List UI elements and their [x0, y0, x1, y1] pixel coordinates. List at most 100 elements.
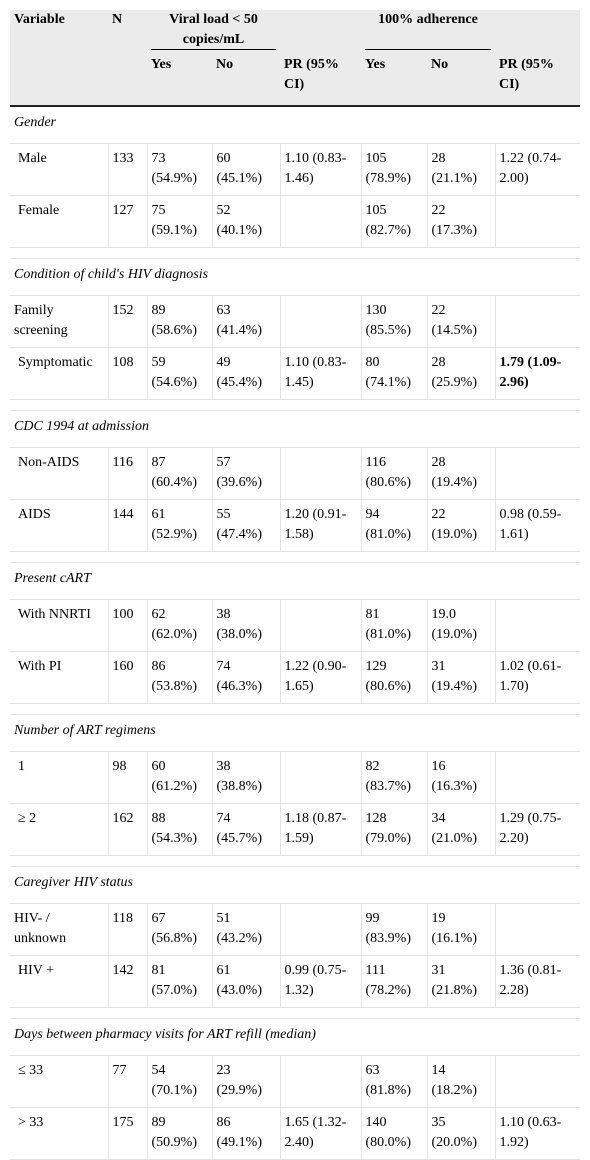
ad-yes-cell: 111 (78.2%) — [361, 955, 428, 1008]
section-header: Caregiver HIV status — [10, 866, 580, 904]
table-row: ≥ 2 162 88 (54.3%) 74 (45.7%) 1.18 (0.87-1.5… — [10, 803, 580, 856]
ad-no-cell: 22 (19.0%) — [427, 499, 496, 552]
vl-pr-cell: 1.10 (0.83-1.46) — [280, 143, 362, 196]
ad-yes-cell: 129 (80.6%) — [361, 651, 428, 704]
row-n: 98 — [108, 751, 148, 804]
vl-no-cell: 49 (45.4%) — [212, 347, 281, 400]
vl-yes-cell: 89 (58.6%) — [147, 295, 213, 348]
section-header: Number of ART regimens — [10, 714, 580, 752]
table-row: HIV +142 81 (57.0%) 61 (43.0%) 0.99 (0.75-1… — [10, 955, 580, 1008]
section-spacer — [10, 703, 580, 715]
section-spacer — [10, 855, 580, 867]
vl-pr-cell — [280, 903, 362, 956]
table-row: With PI 160 86 (53.8%) 74 (46.3%) 1.22 (0.90… — [10, 651, 580, 704]
vl-pr-cell: 1.18 (0.87-1.59) — [280, 803, 362, 856]
section-header: CDC 1994 at admission — [10, 410, 580, 448]
vl-no-cell: 63 (41.4%) — [212, 295, 281, 348]
vl-pr-cell — [280, 447, 362, 500]
table-row: HIV- / unknown 118 67 (56.8%) 51 (43.2%) 99 … — [10, 903, 580, 956]
vl-pr-cell: 0.99 (0.75-1.32) — [280, 955, 362, 1008]
vl-pr-cell — [280, 1055, 362, 1108]
row-n: 142 — [108, 955, 148, 1008]
vl-yes-cell: 60 (61.2%) — [147, 751, 213, 804]
ad-no-cell: 22 (17.3%) — [427, 195, 496, 248]
ad-pr-cell — [495, 1055, 580, 1108]
row-label: Family screening — [10, 295, 109, 348]
row-label: AIDS — [10, 499, 109, 552]
table-row: Male 133 73 (54.9%) 60 (45.1%) 1.10 (0.83-1.… — [10, 143, 580, 196]
row-label: Non-AIDS — [10, 447, 109, 500]
row-n: 175 — [108, 1107, 148, 1160]
table-body: Gender Male 133 73 (54.9%) 60 (45.1%) 1.10 (0… — [10, 106, 580, 1160]
vl-no-cell: 74 (46.3%) — [212, 651, 281, 704]
header-ad-yes: Yes — [361, 50, 427, 107]
ad-pr-cell — [495, 447, 580, 500]
ad-no-cell: 16 (16.3%) — [427, 751, 496, 804]
section-title: CDC 1994 at admission — [10, 410, 580, 448]
vl-yes-cell: 86 (53.8%) — [147, 651, 213, 704]
vl-no-cell: 74 (45.7%) — [212, 803, 281, 856]
ad-no-cell: 28 (19.4%) — [427, 447, 496, 500]
ad-yes-cell: 116 (80.6%) — [361, 447, 428, 500]
vl-no-cell: 38 (38.8%) — [212, 751, 281, 804]
vl-no-cell: 86 (49.1%) — [212, 1107, 281, 1160]
section-title: Gender — [10, 106, 580, 144]
table-row: > 33 175 89 (50.9%) 86 (49.1%) 1.65 (1.32-2.… — [10, 1107, 580, 1160]
ad-pr-cell: 1.29 (0.75-2.20) — [495, 803, 580, 856]
ad-no-cell: 31 (21.8%) — [427, 955, 496, 1008]
section-header: Present cART — [10, 562, 580, 600]
vl-pr-cell — [280, 751, 362, 804]
ad-yes-cell: 130 (85.5%) — [361, 295, 428, 348]
vl-yes-cell: 89 (50.9%) — [147, 1107, 213, 1160]
vl-yes-cell: 59 (54.6%) — [147, 347, 213, 400]
row-n: 133 — [108, 143, 148, 196]
header-vl-yes: Yes — [147, 50, 212, 107]
row-label: HIV + — [10, 955, 109, 1008]
row-label: Symptomatic — [10, 347, 109, 400]
ad-no-cell: 34 (21.0%) — [427, 803, 496, 856]
ad-pr-cell: 1.10 (0.63-1.92) — [495, 1107, 580, 1160]
vl-pr-cell: 1.22 (0.90-1.65) — [280, 651, 362, 704]
vl-no-cell: 57 (39.6%) — [212, 447, 281, 500]
row-label: ≥ 2 — [10, 803, 109, 856]
ad-pr-cell: 1.22 (0.74-2.00) — [495, 143, 580, 196]
table-row: Non-AIDS 116 87 (60.4%) 57 (39.6%) 116 (80.6… — [10, 447, 580, 500]
vl-no-cell: 61 (43.0%) — [212, 955, 281, 1008]
ad-yes-cell: 80 (74.1%) — [361, 347, 428, 400]
row-n: 100 — [108, 599, 148, 652]
ad-pr-cell: 0.98 (0.59-1.61) — [495, 499, 580, 552]
table-row: AIDS 144 61 (52.9%) 55 (47.4%) 1.20 (0.91-1.… — [10, 499, 580, 552]
section-header: Days between pharmacy visits for ART ref… — [10, 1018, 580, 1056]
vl-yes-cell: 73 (54.9%) — [147, 143, 213, 196]
ad-pr-cell: 1.79 (1.09-2.96) — [495, 347, 580, 400]
ad-no-cell: 35 (20.0%) — [427, 1107, 496, 1160]
row-n: 108 — [108, 347, 148, 400]
results-table: Variable N Viral load < 50 copies/mL 100… — [10, 10, 580, 1160]
vl-yes-cell: 75 (59.1%) — [147, 195, 213, 248]
vl-pr-cell — [280, 295, 362, 348]
ad-no-cell: 28 (25.9%) — [427, 347, 496, 400]
table-row: Symptomatic 108 59 (54.6%) 49 (45.4%) 1.10 (… — [10, 347, 580, 400]
section-spacer — [10, 1007, 580, 1019]
row-n: 77 — [108, 1055, 148, 1108]
ad-pr-cell: 1.02 (0.61-1.70) — [495, 651, 580, 704]
vl-no-cell: 51 (43.2%) — [212, 903, 281, 956]
vl-yes-cell: 67 (56.8%) — [147, 903, 213, 956]
ad-no-cell: 19 (16.1%) — [427, 903, 496, 956]
section-title: Number of ART regimens — [10, 714, 580, 752]
ad-no-cell: 19.0 (19.0%) — [427, 599, 496, 652]
section-title: Caregiver HIV status — [10, 866, 580, 904]
vl-no-cell: 60 (45.1%) — [212, 143, 281, 196]
ad-no-cell: 22 (14.5%) — [427, 295, 496, 348]
row-n: 127 — [108, 195, 148, 248]
vl-yes-cell: 87 (60.4%) — [147, 447, 213, 500]
ad-yes-cell: 128 (79.0%) — [361, 803, 428, 856]
row-n: 152 — [108, 295, 148, 348]
ad-pr-cell — [495, 599, 580, 652]
vl-yes-cell: 88 (54.3%) — [147, 803, 213, 856]
section-title: Days between pharmacy visits for ART ref… — [10, 1018, 580, 1056]
vl-pr-cell: 1.10 (0.83-1.45) — [280, 347, 362, 400]
row-label: With PI — [10, 651, 109, 704]
ad-pr-cell — [495, 751, 580, 804]
vl-yes-cell: 62 (62.0%) — [147, 599, 213, 652]
